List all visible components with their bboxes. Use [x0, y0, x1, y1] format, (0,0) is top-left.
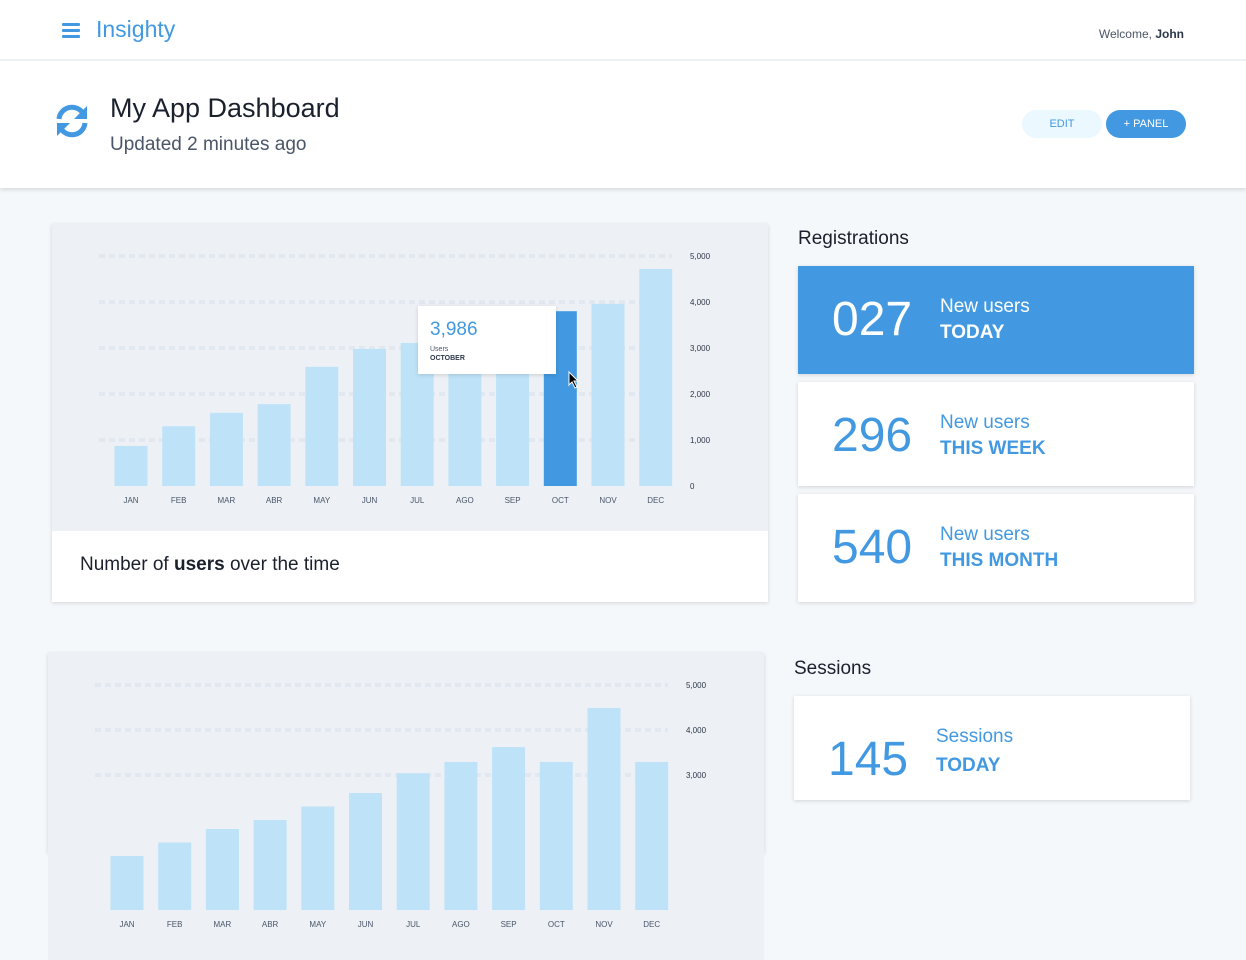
top-bar: Insighty Welcome, John [0, 0, 1246, 61]
bar-jul [396, 773, 430, 910]
x-tick-label: JUL [406, 920, 421, 929]
x-tick-label: MAR [218, 496, 236, 505]
bar-abr [253, 820, 287, 910]
stat-card-today[interactable]: 027 New users TODAY [798, 266, 1194, 374]
bar-feb [158, 842, 192, 910]
x-tick-label: SEP [505, 496, 521, 505]
stat-number: 027 [832, 293, 913, 346]
stat-label: New users [940, 412, 1030, 433]
x-tick-label: JUL [410, 496, 425, 505]
y-tick-label: 5,000 [686, 681, 707, 690]
bar-abr [257, 404, 291, 486]
bar-oct [539, 761, 573, 910]
y-tick-label: 3,000 [686, 771, 707, 780]
x-tick-label: MAY [313, 496, 330, 505]
bar-nov [587, 707, 621, 910]
bar-sep [492, 747, 526, 910]
y-tick-label: 5,000 [690, 252, 711, 261]
edit-button[interactable]: EDIT [1022, 110, 1102, 138]
tooltip-month: OCTOBER [430, 355, 465, 362]
stat-period: THIS WEEK [940, 438, 1046, 459]
x-tick-label: MAR [214, 920, 232, 929]
dashboard-header: My App Dashboard Updated 2 minutes ago E… [0, 61, 1246, 188]
y-tick-label: 3,000 [690, 344, 711, 353]
x-tick-label: SEP [501, 920, 517, 929]
y-tick-label: 4,000 [690, 298, 711, 307]
refresh-icon[interactable] [54, 103, 90, 139]
bar-jun [353, 348, 386, 486]
x-tick-label: FEB [167, 920, 183, 929]
updated-status: Updated 2 minutes ago [110, 134, 307, 155]
users-chart: 0 1,000 2,000 3,000 4,000 5,000 JAN FEB MAR ABR MA… [52, 224, 768, 531]
stat-number: 540 [832, 521, 913, 574]
bar-mar [209, 412, 243, 486]
x-tick-label: OCT [552, 496, 569, 505]
add-panel-button[interactable]: + PANEL [1106, 110, 1186, 138]
x-tick-label: OCT [548, 920, 565, 929]
user-name[interactable]: John [1155, 27, 1184, 41]
chart-caption: Number of users over the time [80, 554, 340, 576]
stat-card-month[interactable]: 540 New users THIS MONTH [798, 494, 1194, 602]
stat-label: New users [940, 524, 1030, 545]
stat-card-sessions-today[interactable]: 145 Sessions TODAY [794, 696, 1190, 800]
bar-jun [349, 793, 382, 910]
users-chart-panel: 0 1,000 2,000 3,000 4,000 5,000 JAN FEB MAR ABR MA… [52, 224, 768, 602]
x-tick-label: AGO [452, 920, 470, 929]
caption-pre: Number of [80, 554, 174, 575]
welcome-message: Welcome, John [1099, 27, 1184, 41]
hamburger-menu-icon[interactable] [62, 23, 80, 38]
bar-feb [162, 426, 196, 486]
bar-mar [205, 829, 239, 910]
y-tick-label: 1,000 [690, 436, 711, 445]
sessions-chart: 3,000 4,000 5,000 JAN FEB MAR ABR MAY JUN JUL AGO S… [48, 653, 764, 960]
stat-period: TODAY [936, 755, 1001, 776]
sessions-title: Sessions [794, 658, 872, 679]
brand-logo[interactable]: Insighty [96, 16, 176, 42]
registrations-title: Registrations [798, 228, 909, 249]
bar-nov [591, 303, 625, 486]
x-tick-label: FEB [171, 496, 187, 505]
tooltip-value: 3,986 [430, 319, 478, 340]
bar-dec [635, 761, 669, 910]
stat-number: 296 [832, 409, 913, 462]
x-tick-label: DEC [647, 496, 664, 505]
bar-jan [114, 445, 148, 486]
x-tick-label: DEC [643, 920, 660, 929]
bar-jan [110, 856, 144, 910]
caption-post: over the time [224, 554, 340, 575]
chart-tooltip: 3,986 Users OCTOBER [418, 306, 556, 374]
bar-may [301, 806, 335, 910]
y-tick-label: 4,000 [686, 726, 707, 735]
caption-bold: users [173, 554, 225, 575]
x-tick-label: JAN [119, 920, 134, 929]
y-tick-label: 2,000 [690, 390, 711, 399]
bar-ago [444, 761, 478, 910]
x-tick-label: ABR [266, 496, 283, 505]
stat-period: TODAY [940, 322, 1005, 343]
stat-label: Sessions [936, 726, 1014, 747]
stat-label: New users [940, 296, 1030, 317]
bar-may [305, 366, 339, 486]
x-tick-label: JUN [358, 920, 374, 929]
mouse-cursor-icon [568, 371, 580, 389]
stat-period: THIS MONTH [940, 550, 1059, 571]
stat-number: 145 [828, 733, 909, 786]
x-tick-label: ABR [262, 920, 279, 929]
tooltip-label: Users [430, 346, 449, 353]
stat-card-week[interactable]: 296 New users THIS WEEK [798, 382, 1194, 486]
x-tick-label: AGO [456, 496, 474, 505]
bar-dec [639, 268, 673, 486]
sessions-chart-panel: 3,000 4,000 5,000 JAN FEB MAR ABR MAY JUN JUL AGO S… [48, 653, 764, 960]
welcome-prefix: Welcome, [1098, 27, 1156, 41]
x-tick-label: JAN [123, 496, 138, 505]
x-tick-label: NOV [599, 496, 617, 505]
x-tick-label: JUN [362, 496, 378, 505]
y-tick-label: 0 [690, 482, 695, 491]
page-title: My App Dashboard [110, 93, 340, 123]
x-tick-label: NOV [595, 920, 613, 929]
x-tick-label: MAY [309, 920, 326, 929]
